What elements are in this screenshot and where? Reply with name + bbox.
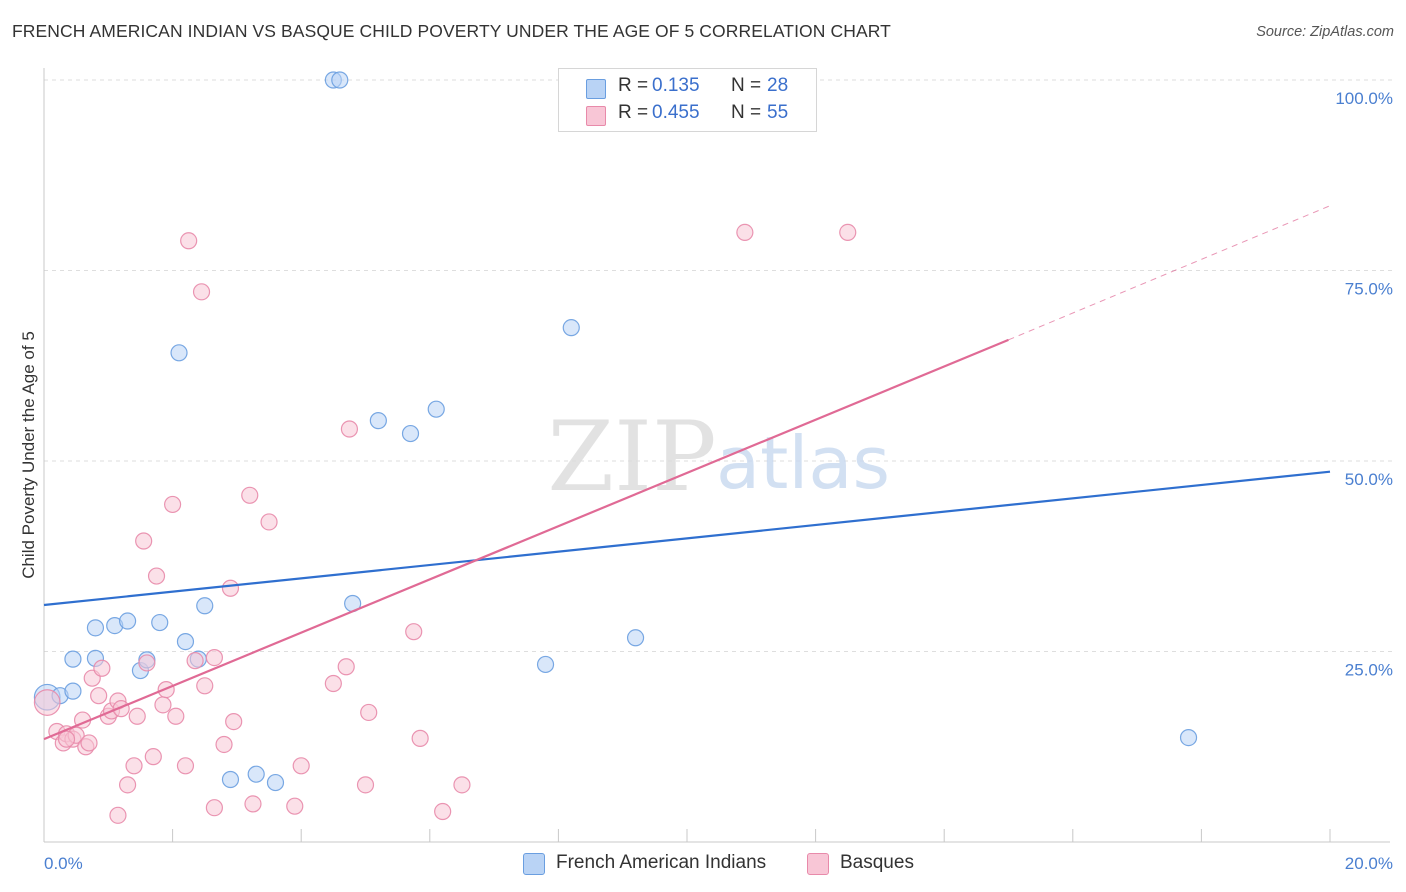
watermark-atlas: atlas: [716, 421, 890, 505]
gridlines: [44, 79, 1392, 652]
x-tick-label-min: 0.0%: [44, 854, 83, 873]
data-point[interactable]: [839, 223, 857, 241]
legend-swatch-blue: [586, 79, 606, 99]
data-point[interactable]: [292, 757, 310, 775]
y-tick-label: 25.0%: [1345, 661, 1393, 680]
data-point[interactable]: [434, 802, 452, 821]
legend-n-value: 55: [767, 102, 789, 123]
legend-swatch-blue: [523, 853, 545, 875]
data-point[interactable]: [109, 806, 127, 824]
y-tick-label: 75.0%: [1345, 280, 1393, 299]
data-point[interactable]: [266, 773, 285, 792]
data-point[interactable]: [80, 734, 98, 752]
data-point[interactable]: [626, 629, 645, 647]
data-point[interactable]: [154, 696, 172, 714]
data-point[interactable]: [33, 689, 61, 716]
chart-title: FRENCH AMERICAN INDIAN VS BASQUE CHILD P…: [12, 21, 891, 41]
data-point[interactable]: [192, 283, 211, 301]
series-basques: [33, 223, 857, 824]
data-point[interactable]: [401, 424, 420, 443]
data-point[interactable]: [147, 567, 166, 585]
legend-r-value: 0.135: [652, 75, 700, 96]
data-point[interactable]: [186, 652, 204, 670]
data-point[interactable]: [86, 619, 105, 637]
data-point[interactable]: [64, 650, 82, 668]
watermark-zip: ZIP: [547, 401, 716, 513]
data-point[interactable]: [331, 71, 349, 89]
data-point[interactable]: [93, 659, 111, 677]
data-point[interactable]: [411, 729, 429, 747]
legend-n-value: 28: [767, 75, 789, 96]
data-point[interactable]: [64, 682, 82, 700]
data-point[interactable]: [170, 344, 188, 362]
data-point[interactable]: [369, 412, 387, 430]
data-point[interactable]: [356, 776, 375, 794]
data-point[interactable]: [205, 648, 223, 667]
data-point[interactable]: [118, 612, 137, 630]
data-point[interactable]: [427, 400, 445, 418]
data-point[interactable]: [144, 748, 162, 766]
data-point[interactable]: [167, 707, 185, 725]
data-point[interactable]: [453, 776, 471, 794]
data-point[interactable]: [196, 597, 214, 615]
data-point[interactable]: [405, 623, 423, 641]
watermark: ZIP atlas: [547, 401, 890, 513]
source-label: Source: ZipAtlas.com: [1256, 24, 1394, 40]
data-point[interactable]: [125, 757, 143, 775]
data-point[interactable]: [196, 677, 214, 695]
data-point[interactable]: [1179, 729, 1198, 747]
legend-r-value: 0.455: [652, 102, 700, 123]
data-point[interactable]: [118, 776, 137, 794]
data-point[interactable]: [562, 319, 580, 337]
data-point[interactable]: [340, 420, 359, 438]
x-tick-label-max: 20.0%: [1345, 854, 1393, 873]
legend-r-label: R =: [618, 75, 649, 96]
data-point[interactable]: [176, 757, 195, 775]
series-legend: French American Indians Basques: [0, 850, 1406, 880]
data-point[interactable]: [221, 770, 240, 789]
y-tick-labels: 100.0% 75.0% 50.0% 25.0%: [1335, 89, 1393, 680]
data-point[interactable]: [337, 658, 355, 676]
data-point[interactable]: [536, 655, 555, 674]
y-tick-label: 50.0%: [1345, 470, 1393, 489]
x-ticks: [172, 829, 1331, 842]
data-point[interactable]: [241, 486, 259, 504]
legend-n-label: N =: [731, 75, 762, 96]
legend-swatch-pink: [586, 106, 606, 126]
data-point[interactable]: [90, 687, 108, 705]
correlation-legend: R = 0.135 N = 28 R = 0.455 N = 55: [558, 68, 817, 132]
data-point[interactable]: [176, 632, 195, 651]
y-tick-label: 100.0%: [1335, 89, 1393, 108]
trend-lines: [43, 205, 1331, 741]
legend-r-label: R =: [618, 102, 649, 123]
trend-line-basques: [43, 338, 1009, 741]
data-point[interactable]: [164, 495, 182, 514]
data-point[interactable]: [225, 713, 243, 731]
data-point[interactable]: [221, 579, 240, 597]
legend-n-label: N =: [731, 102, 762, 123]
data-point[interactable]: [360, 703, 378, 722]
data-point[interactable]: [324, 674, 342, 693]
data-point[interactable]: [247, 765, 265, 783]
legend-label: French American Indians: [556, 852, 767, 873]
y-axis-title: Child Poverty Under the Age of 5: [19, 331, 38, 579]
trend-line-basques-extension: [1008, 205, 1331, 341]
legend-swatch-pink: [807, 853, 829, 875]
data-point[interactable]: [151, 613, 169, 632]
data-point[interactable]: [57, 730, 76, 748]
data-point[interactable]: [260, 513, 278, 531]
legend-label: Basques: [840, 852, 914, 873]
data-point[interactable]: [128, 707, 146, 725]
data-point[interactable]: [244, 795, 262, 813]
data-point[interactable]: [138, 654, 156, 672]
data-point[interactable]: [736, 223, 754, 241]
data-point[interactable]: [286, 797, 304, 815]
data-point[interactable]: [180, 232, 198, 250]
data-point[interactable]: [215, 735, 233, 754]
data-point[interactable]: [205, 799, 223, 817]
data-point[interactable]: [135, 532, 153, 550]
trend-line-french-american-indians: [43, 470, 1331, 607]
